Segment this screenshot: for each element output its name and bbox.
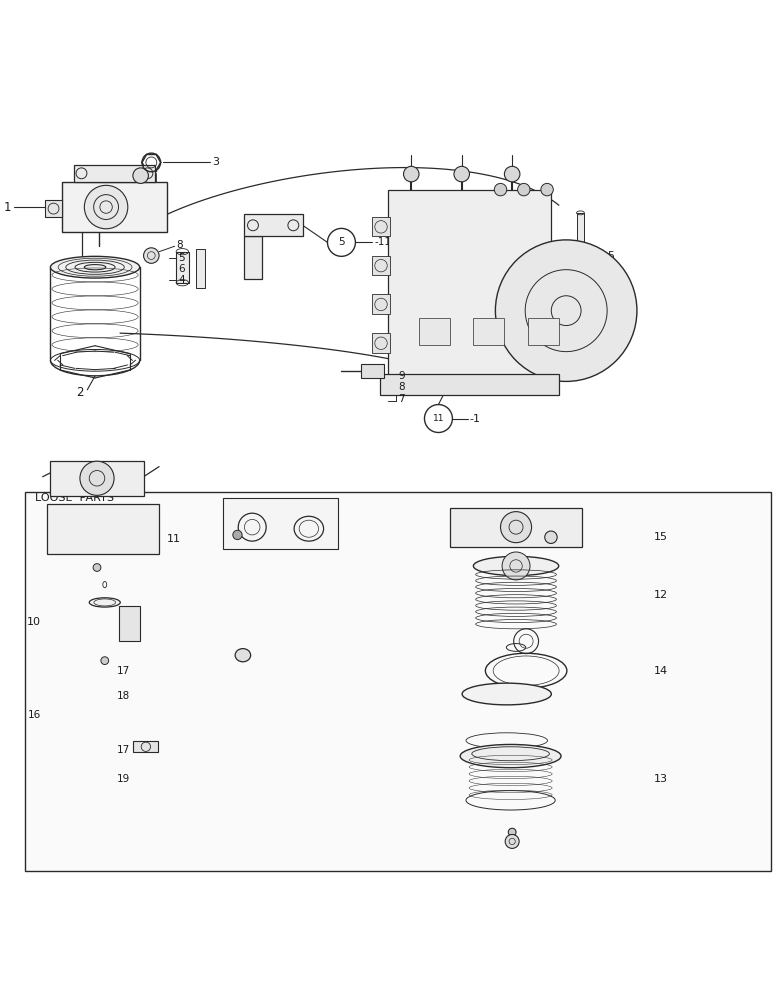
Bar (372, 217, 390, 236)
Circle shape (504, 166, 520, 182)
Ellipse shape (50, 256, 140, 278)
Bar (47, 504, 159, 554)
Bar (244, 236, 262, 279)
Circle shape (494, 183, 507, 196)
Text: 11: 11 (433, 414, 444, 423)
Bar (196, 249, 205, 288)
Circle shape (545, 531, 557, 543)
Text: -1: -1 (469, 414, 480, 424)
Circle shape (404, 166, 419, 182)
Text: 6: 6 (178, 264, 185, 274)
Bar (25, 492, 771, 871)
Text: 1: 1 (4, 201, 12, 214)
Bar (528, 318, 559, 345)
Text: 2: 2 (75, 386, 83, 399)
Bar (361, 364, 384, 378)
Text: 17: 17 (116, 666, 130, 676)
Text: 5: 5 (607, 251, 614, 261)
Text: 16: 16 (28, 710, 41, 720)
Text: 10: 10 (27, 617, 41, 627)
Text: 7: 7 (398, 394, 405, 404)
Circle shape (454, 166, 469, 182)
Text: 12: 12 (653, 590, 667, 600)
Circle shape (502, 552, 530, 580)
Circle shape (501, 512, 532, 543)
Bar (62, 182, 167, 232)
Bar (244, 214, 303, 236)
Bar (388, 190, 551, 376)
Bar (45, 200, 62, 217)
Ellipse shape (462, 683, 551, 705)
Bar (133, 741, 158, 752)
Circle shape (518, 183, 530, 196)
Circle shape (80, 461, 114, 495)
Circle shape (541, 183, 553, 196)
Bar (450, 508, 582, 547)
Ellipse shape (235, 649, 251, 662)
Bar (176, 252, 189, 283)
Text: 8: 8 (176, 240, 183, 250)
Circle shape (144, 248, 159, 263)
Bar (74, 165, 155, 182)
Text: -11: -11 (374, 237, 391, 247)
Circle shape (133, 168, 148, 183)
Text: 9: 9 (398, 371, 405, 381)
Ellipse shape (473, 556, 559, 576)
Circle shape (233, 530, 242, 540)
Text: 13: 13 (653, 774, 667, 784)
Bar (577, 213, 584, 252)
Circle shape (508, 828, 516, 836)
Bar (380, 374, 559, 395)
Bar (372, 294, 390, 314)
Circle shape (505, 834, 519, 848)
Text: 19: 19 (116, 774, 130, 784)
Bar (119, 606, 140, 641)
Text: 3: 3 (212, 157, 219, 167)
Text: 11: 11 (167, 534, 181, 544)
Text: 17: 17 (116, 745, 130, 755)
Text: 8: 8 (398, 382, 405, 392)
Text: 14: 14 (653, 666, 667, 676)
Text: LOOSE  PARTS: LOOSE PARTS (35, 493, 114, 503)
Circle shape (577, 252, 584, 259)
Bar (223, 498, 338, 549)
Text: 15: 15 (653, 532, 667, 542)
Text: 18: 18 (116, 691, 130, 701)
Circle shape (101, 657, 109, 665)
Circle shape (495, 240, 637, 381)
Circle shape (93, 564, 101, 571)
Ellipse shape (460, 744, 561, 768)
Bar (372, 256, 390, 275)
Circle shape (85, 185, 128, 229)
Bar (419, 318, 450, 345)
Bar (50, 461, 144, 496)
Bar (372, 333, 390, 353)
Text: 4: 4 (178, 275, 185, 285)
Bar (473, 318, 504, 345)
Text: 5: 5 (338, 237, 345, 247)
Text: 5: 5 (178, 253, 185, 263)
Ellipse shape (89, 598, 120, 607)
